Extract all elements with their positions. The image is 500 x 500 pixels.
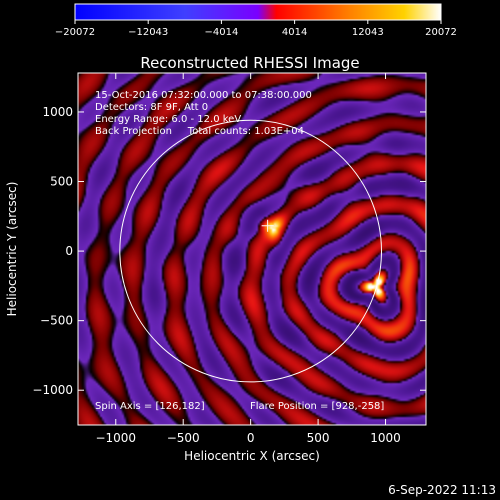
solar-limb-circle — [119, 119, 382, 383]
x-tick-label: −500 — [167, 431, 200, 445]
y-axis-label: Heliocentric Y (arcsec) — [5, 182, 19, 317]
axis-ticks: −1000 −500 0 500 1000 −1000 −500 0 500 1000 — [32, 73, 426, 445]
footer-date: 6-Sep-2022 11:13 — [388, 483, 496, 497]
colorbar-ticks: −20072 −12043 −4014 4014 12043 20072 — [55, 20, 457, 38]
x-tick-label: 1000 — [370, 431, 401, 445]
spin-axis-label: Spin Axis = [126,182] — [95, 401, 205, 412]
heatmap-image — [78, 73, 426, 425]
colorbar: −20072 −12043 −4014 4014 12043 20072 — [55, 3, 457, 38]
x-tick-label: 0 — [247, 431, 255, 445]
info-line-detectors: Detectors: 8F 9F, Att 0 — [95, 102, 208, 113]
y-tick-label: −1000 — [32, 383, 73, 397]
x-tick-label: −1000 — [95, 431, 136, 445]
colorbar-bar — [74, 3, 442, 21]
info-line-energy: Energy Range: 6.0 - 12.0 keV — [95, 114, 241, 125]
colorbar-tick-label: −12043 — [128, 27, 168, 38]
y-tick-label: 1000 — [42, 105, 73, 119]
y-tick-label: −500 — [40, 314, 73, 328]
chart-title: Reconstructed RHESSI Image — [140, 54, 359, 72]
spin-axis-marker — [261, 219, 274, 232]
plot-frame — [77, 72, 427, 426]
plot-area: −1000 −500 0 500 1000 −1000 −500 0 500 1000 15-Oc… — [32, 72, 427, 445]
y-tick-label: 500 — [50, 175, 73, 189]
info-line-time: 15-Oct-2016 07:32:00.000 to 07:38:00.000 — [95, 90, 312, 101]
colorbar-tick-label: 20072 — [425, 27, 457, 38]
colorbar-tick-label: 12043 — [352, 27, 384, 38]
x-tick-label: 500 — [307, 431, 330, 445]
flare-position-label: Flare Position = [928,-258] — [250, 401, 384, 412]
x-axis-label: Heliocentric X (arcsec) — [184, 449, 320, 463]
info-line-method: Back Projection Total counts: 1.03E+04 — [95, 126, 304, 137]
colorbar-tick-label: 4014 — [282, 27, 307, 38]
colorbar-tick-label: −20072 — [55, 27, 95, 38]
colorbar-tick-label: −4014 — [204, 27, 238, 38]
info-box: 15-Oct-2016 07:32:00.000 to 07:38:00.000… — [95, 90, 312, 137]
y-tick-label: 0 — [65, 244, 73, 258]
